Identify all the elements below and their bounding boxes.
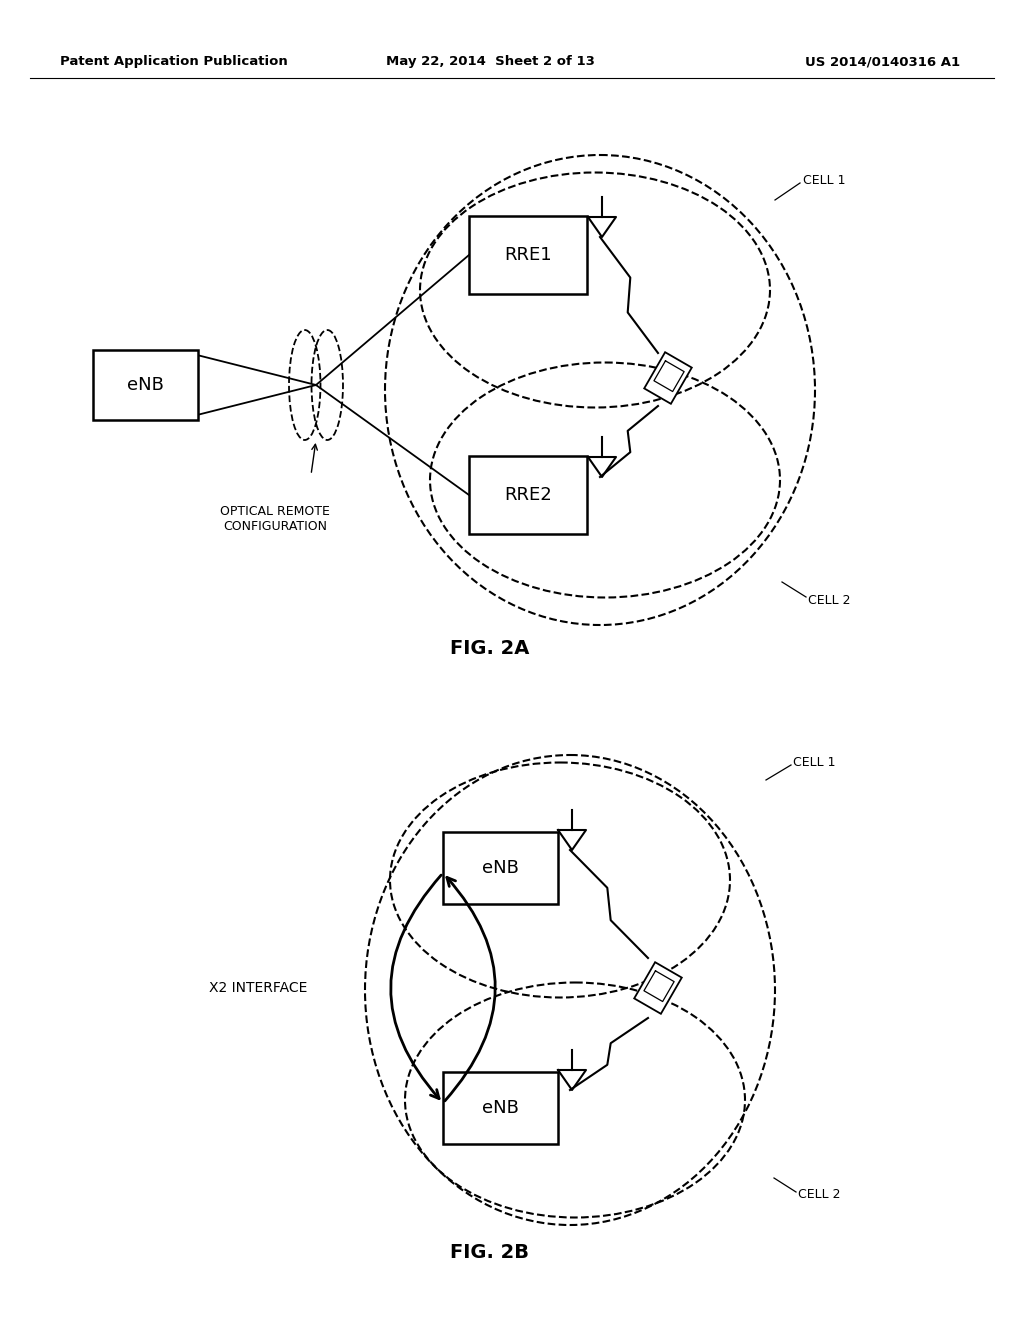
Text: eNB: eNB	[481, 859, 518, 876]
Polygon shape	[634, 962, 682, 1014]
Text: US 2014/0140316 A1: US 2014/0140316 A1	[805, 55, 961, 69]
Text: FIG. 2A: FIG. 2A	[451, 639, 529, 657]
Text: CELL 2: CELL 2	[798, 1188, 841, 1201]
Text: eNB: eNB	[481, 1100, 518, 1117]
Text: May 22, 2014  Sheet 2 of 13: May 22, 2014 Sheet 2 of 13	[386, 55, 595, 69]
Bar	[442, 832, 557, 904]
Text: X2 INTERFACE: X2 INTERFACE	[209, 981, 307, 995]
Text: RRE2: RRE2	[504, 486, 552, 504]
Text: eNB: eNB	[127, 376, 164, 393]
Text: FIG. 2B: FIG. 2B	[451, 1242, 529, 1262]
Text: CELL 1: CELL 1	[793, 755, 836, 768]
Text: CELL 1: CELL 1	[803, 173, 846, 186]
Text: RRE1: RRE1	[504, 246, 552, 264]
Text: CELL 2: CELL 2	[808, 594, 851, 606]
Bar	[469, 455, 587, 535]
Polygon shape	[644, 352, 692, 404]
Bar	[92, 350, 198, 420]
Text: OPTICAL REMOTE
CONFIGURATION: OPTICAL REMOTE CONFIGURATION	[220, 506, 330, 533]
Bar	[469, 216, 587, 294]
Text: Patent Application Publication: Patent Application Publication	[60, 55, 288, 69]
Bar	[442, 1072, 557, 1144]
